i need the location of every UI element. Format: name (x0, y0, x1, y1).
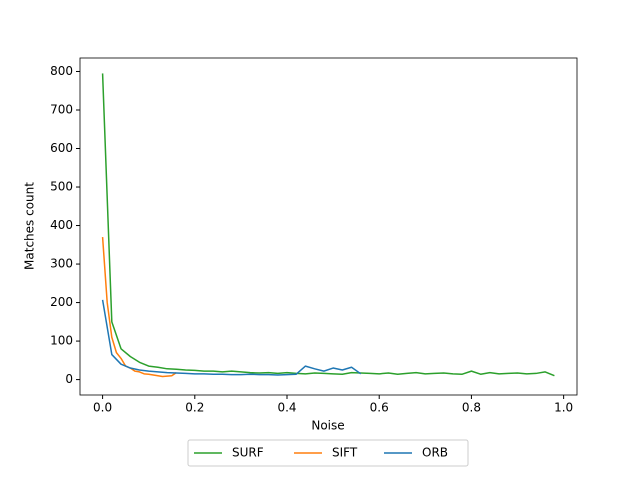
y-tick-label: 100 (50, 334, 73, 348)
y-tick-label: 400 (50, 218, 73, 232)
legend-label: SIFT (332, 446, 358, 460)
y-axis-label: Matches count (23, 182, 37, 270)
x-axis-label: Noise (311, 419, 344, 433)
legend-box (187, 439, 469, 467)
x-tick-label: 0.4 (277, 401, 296, 415)
legend-label: ORB (422, 446, 448, 460)
y-tick-label: 200 (50, 295, 73, 309)
y-tick-label: 600 (50, 141, 73, 155)
x-tick-label: 0.2 (185, 401, 204, 415)
x-tick-label: 1.0 (554, 401, 573, 415)
line (101, 299, 362, 376)
y-tick-label: 500 (50, 180, 73, 194)
y-tick-label: 700 (50, 102, 73, 116)
y-tick-label: 0 (65, 372, 73, 386)
line (101, 237, 177, 378)
x-tick-label: 0.8 (462, 401, 481, 415)
x-tick-label: 0.0 (93, 401, 112, 415)
y-tick-label: 800 (50, 64, 73, 78)
x-tick-label: 0.6 (370, 401, 389, 415)
plot-frame (79, 57, 578, 396)
line (101, 73, 555, 377)
legend-label: SURF (232, 446, 264, 460)
y-tick-label: 300 (50, 257, 73, 271)
